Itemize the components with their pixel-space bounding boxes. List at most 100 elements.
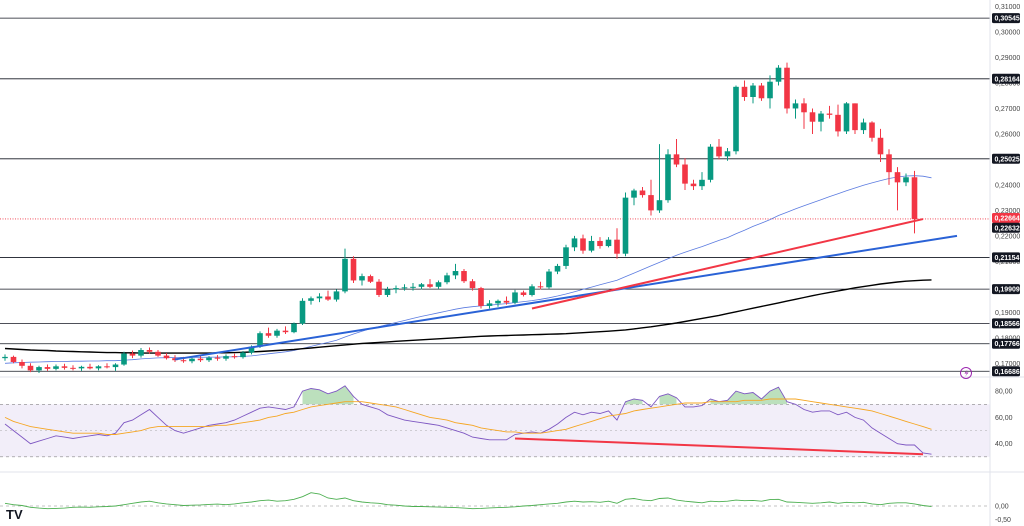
candle[interactable] xyxy=(274,328,280,338)
rsi-red-trendline[interactable] xyxy=(514,437,924,456)
candle[interactable] xyxy=(121,351,127,366)
candle[interactable] xyxy=(104,363,110,369)
candle[interactable] xyxy=(435,280,442,289)
candle[interactable] xyxy=(155,350,161,357)
candle[interactable] xyxy=(818,111,824,132)
candle[interactable] xyxy=(461,268,467,283)
candle[interactable] xyxy=(903,173,909,187)
candle[interactable] xyxy=(61,363,68,370)
candle[interactable] xyxy=(622,192,629,257)
candle[interactable] xyxy=(835,104,841,137)
candle[interactable] xyxy=(44,364,51,371)
candle[interactable] xyxy=(316,293,323,303)
candle[interactable] xyxy=(10,355,17,364)
momentum-line[interactable] xyxy=(4,492,932,510)
candle[interactable] xyxy=(809,108,816,134)
candle[interactable] xyxy=(129,350,136,359)
candle[interactable] xyxy=(350,256,357,283)
candle[interactable] xyxy=(478,286,484,309)
candle[interactable] xyxy=(223,354,229,361)
candle[interactable] xyxy=(486,300,493,309)
candle[interactable] xyxy=(563,244,569,269)
level-price-label[interactable]: 0,16686 xyxy=(992,366,1020,377)
candle[interactable] xyxy=(401,284,408,291)
candle[interactable] xyxy=(146,347,153,354)
candle[interactable] xyxy=(682,158,688,190)
level-price-label[interactable]: 0,17766 xyxy=(992,338,1020,349)
candle[interactable] xyxy=(282,326,289,334)
level-price-label[interactable]: 0,25025 xyxy=(992,153,1020,164)
candle[interactable] xyxy=(384,286,391,298)
candle[interactable] xyxy=(648,179,654,216)
candle[interactable] xyxy=(503,296,510,305)
red-trendline[interactable] xyxy=(531,218,924,310)
level-price-label[interactable]: 0,18566 xyxy=(992,318,1020,329)
candle[interactable] xyxy=(571,235,578,252)
candle[interactable] xyxy=(750,82,756,104)
level-price-label[interactable]: 0,30545 xyxy=(992,13,1020,24)
candle[interactable] xyxy=(843,102,850,134)
candle[interactable] xyxy=(427,279,433,289)
candle[interactable] xyxy=(206,356,212,362)
candle[interactable] xyxy=(792,99,799,119)
candle[interactable] xyxy=(699,172,705,190)
candle[interactable] xyxy=(911,170,918,234)
level-price-label[interactable]: 0,19909 xyxy=(992,284,1020,295)
candle[interactable] xyxy=(95,365,102,371)
rsi-panel[interactable] xyxy=(0,385,990,458)
level-price-label[interactable]: 0,21154 xyxy=(992,252,1020,263)
candle[interactable] xyxy=(240,351,246,359)
candle[interactable] xyxy=(877,128,884,162)
candle[interactable] xyxy=(580,234,586,254)
candle[interactable] xyxy=(333,289,340,302)
candle[interactable] xyxy=(87,363,93,370)
short-moving-average-line[interactable] xyxy=(4,175,932,364)
oscillator-panel[interactable] xyxy=(0,492,990,510)
candle[interactable] xyxy=(53,364,59,371)
candle[interactable] xyxy=(308,296,314,305)
candle[interactable] xyxy=(138,347,144,358)
candle[interactable] xyxy=(520,290,527,297)
blue-trendline[interactable] xyxy=(174,234,958,361)
candle[interactable] xyxy=(78,365,85,371)
candle[interactable] xyxy=(733,85,739,155)
candle[interactable] xyxy=(597,237,603,249)
lightning-icon[interactable] xyxy=(960,367,972,379)
candle[interactable] xyxy=(27,363,34,373)
candle[interactable] xyxy=(639,186,646,198)
candle[interactable] xyxy=(2,354,8,361)
candle[interactable] xyxy=(690,179,697,190)
candle[interactable] xyxy=(197,356,204,362)
candle[interactable] xyxy=(112,363,119,371)
candle[interactable] xyxy=(784,62,790,114)
candle[interactable] xyxy=(894,167,901,211)
candle[interactable] xyxy=(410,283,416,291)
candle[interactable] xyxy=(163,353,170,360)
candle[interactable] xyxy=(852,103,858,134)
candle[interactable] xyxy=(231,353,238,359)
price-panel[interactable] xyxy=(0,17,990,373)
candle[interactable] xyxy=(673,139,680,168)
candle[interactable] xyxy=(707,144,714,183)
candle[interactable] xyxy=(758,82,765,101)
candle[interactable] xyxy=(512,289,518,305)
rsi-line[interactable] xyxy=(4,385,932,455)
candle[interactable] xyxy=(359,273,365,286)
candle[interactable] xyxy=(775,65,782,86)
close-price-label[interactable]: 0,22632 xyxy=(992,222,1020,233)
candle[interactable] xyxy=(614,228,620,259)
candle[interactable] xyxy=(291,322,297,334)
candle[interactable] xyxy=(376,279,382,298)
candle[interactable] xyxy=(546,268,552,289)
candle[interactable] xyxy=(860,118,867,134)
candle[interactable] xyxy=(767,75,773,109)
candle[interactable] xyxy=(665,149,671,203)
rsi-ma-line[interactable] xyxy=(4,398,932,435)
candle[interactable] xyxy=(537,281,544,290)
candle[interactable] xyxy=(605,237,612,248)
candle[interactable] xyxy=(36,365,42,373)
candle[interactable] xyxy=(265,327,272,338)
level-price-label[interactable]: 0,28164 xyxy=(992,73,1020,84)
